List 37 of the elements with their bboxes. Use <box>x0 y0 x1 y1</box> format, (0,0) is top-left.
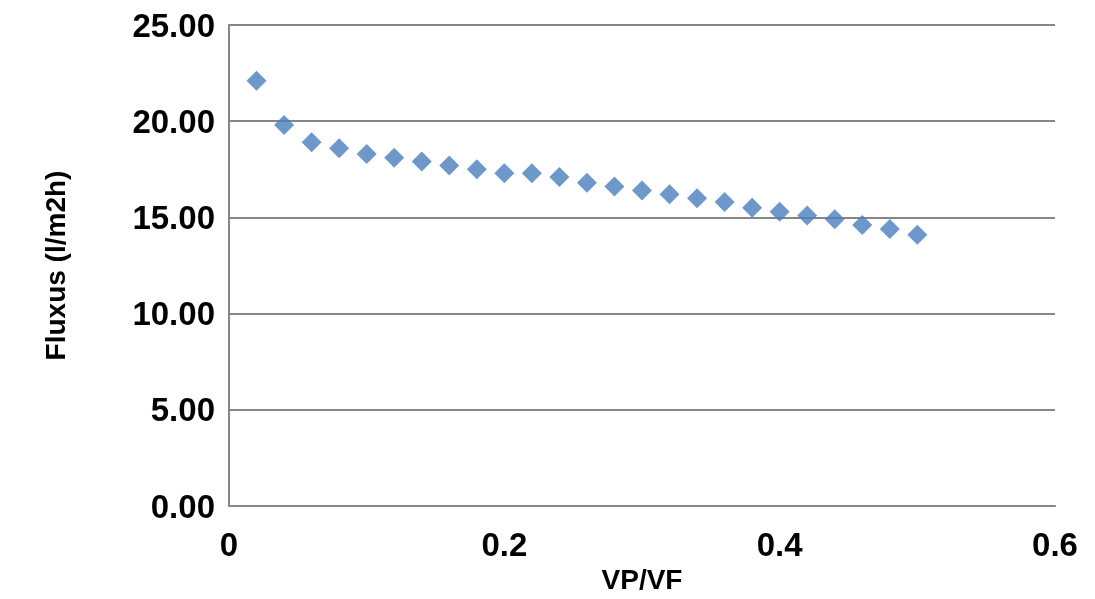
point <box>659 184 680 205</box>
point <box>824 209 845 230</box>
point <box>466 159 487 180</box>
y-tick-label: 10.00 <box>132 295 215 333</box>
x-tick-label: 0.4 <box>756 526 804 563</box>
y-tick-label: 5.00 <box>150 391 215 429</box>
point <box>879 218 900 239</box>
point <box>604 176 625 197</box>
y-tick-label: 20.00 <box>132 102 215 140</box>
point <box>714 192 735 213</box>
point <box>329 138 350 159</box>
point <box>494 163 515 184</box>
x-tick-label: 0.6 <box>1032 526 1078 563</box>
y-tick-label: 25.00 <box>132 6 215 44</box>
point <box>769 201 790 222</box>
point <box>797 205 818 226</box>
point <box>687 188 708 209</box>
point <box>742 197 763 218</box>
point <box>274 115 295 136</box>
point <box>384 147 405 168</box>
point <box>301 132 322 153</box>
point <box>356 143 377 164</box>
y-axis-title: Fluxus (l/m2h) <box>39 170 71 361</box>
point <box>521 163 542 184</box>
point <box>907 224 928 245</box>
point <box>411 151 432 172</box>
point <box>246 70 267 91</box>
point <box>632 180 652 201</box>
point <box>852 215 873 236</box>
point <box>549 167 570 187</box>
y-tick-label: 0.00 <box>150 487 215 525</box>
x-tick-label: 0 <box>219 526 239 563</box>
x-axis-title: VP/VF <box>601 564 683 596</box>
point <box>576 172 597 193</box>
y-tick-label: 15.00 <box>132 198 215 236</box>
point <box>439 155 460 176</box>
x-tick-label: 0.2 <box>481 526 528 563</box>
